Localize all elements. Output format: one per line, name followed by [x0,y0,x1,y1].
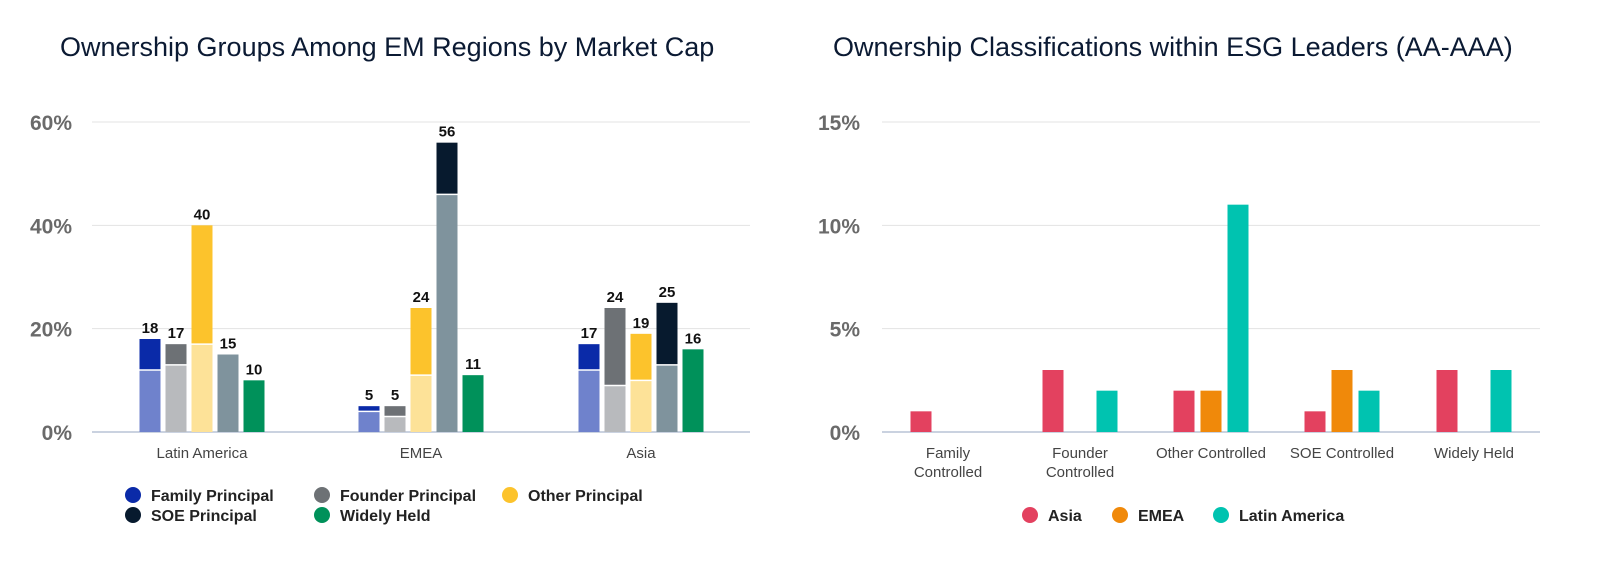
chart-2-legend-marker [1022,507,1038,523]
chart-2-legend-label: Latin America [1239,508,1344,525]
chart-2-bar [1096,390,1118,432]
chart-1-data-label: 25 [659,284,676,301]
chart-1-data-label: 17 [581,325,598,342]
chart-1-legend-marker [314,507,330,523]
chart-2-legend-marker [1213,507,1229,523]
chart-2-x-tick-label: SOE Controlled [1290,445,1394,462]
chart-2-x-tick-label: Widely Held [1434,445,1514,462]
chart-1-data-label: 5 [365,387,373,404]
chart-1-data-label: 15 [220,336,237,353]
chart-2-bar [1331,370,1353,432]
chart-1-data-label: 40 [194,206,211,223]
chart-2-bar [1436,370,1458,432]
chart-1-data-label: 19 [633,315,650,332]
chart-1-legend-marker [125,487,141,503]
chart-1-legend-marker [502,487,518,503]
chart-1-bar-lower [217,354,239,432]
chart-2-legend-marker [1112,507,1128,523]
chart-1-y-tick-label: 60% [30,112,72,135]
chart-1-legend-label: Other Principal [528,488,643,505]
chart-1-data-label: 24 [607,289,624,306]
chart-1-y-tick-label: 40% [30,215,72,238]
chart-1-bar-lower [410,375,432,432]
chart-1-bar-lower [604,385,626,432]
chart-2-legend-label: EMEA [1138,508,1185,525]
chart-1-bar-upper [191,225,213,345]
chart-1-y-tick-label: 0% [42,422,73,445]
chart-2-x-tick-label: Controlled [1046,464,1114,481]
chart-2-bar [1358,390,1380,432]
chart-2-y-tick-label: 15% [818,112,860,135]
chart-1-data-label: 18 [142,320,159,337]
chart-2-legend-label: Asia [1048,508,1082,525]
chart-1-data-label: 11 [465,356,481,373]
chart-1-x-tick-label: Latin America [157,445,249,462]
chart-1-bar-lower [656,364,678,432]
chart-1-bar-upper [410,308,432,376]
chart-1-bar-upper [165,344,187,365]
chart-2-bar [1173,390,1195,432]
chart-1-data-label: 5 [391,387,399,404]
chart-1-bar-upper [604,308,626,386]
chart-1-data-label: 16 [685,330,702,347]
chart-1-x-tick-label: Asia [626,445,656,462]
chart-1-title: Ownership Groups Among EM Regions by Mar… [60,32,715,62]
chart-1-legend-label: Widely Held [340,508,431,525]
chart-1-legend-marker [314,487,330,503]
chart-1-bar-lower [682,349,704,432]
chart-1-bar-lower [384,416,406,432]
chart-1-data-label: 17 [168,325,185,342]
chart-2-bar [1304,411,1326,432]
chart-1-bar-upper [630,333,652,381]
chart-1-x-tick-label: EMEA [400,445,443,462]
chart-1-bar-upper [384,406,406,417]
chart-1-legend-label: SOE Principal [151,508,257,525]
chart-1-bar-lower [139,370,161,432]
chart-1-bar-lower [630,380,652,432]
chart-1-bar-upper [139,339,161,370]
chart-1-bar-upper [358,406,380,412]
chart-2-x-tick-label: Family [926,445,971,462]
chart-1-data-label: 10 [246,361,263,378]
chart-1-y-tick-label: 20% [30,319,72,342]
chart-2-title: Ownership Classifications within ESG Lea… [833,32,1513,62]
chart-1-bar-lower [358,411,380,432]
chart-1-bar-upper [578,344,600,370]
chart-1-bar-lower [578,370,600,432]
chart-1-data-label: 24 [413,289,430,306]
chart-2-x-tick-label: Founder [1052,445,1108,462]
chart-2-x-tick-label: Controlled [914,464,982,481]
chart-1-bar-lower [243,380,265,432]
chart-2-x-tick-label: Other Controlled [1156,445,1266,462]
chart-1-bar-upper [656,302,678,365]
chart-1-legend-marker [125,507,141,523]
chart-1-legend-label: Founder Principal [340,488,476,505]
chart-1-bar-lower [436,194,458,432]
chart-2-y-tick-label: 0% [830,422,861,445]
chart-1-legend-label: Family Principal [151,488,274,505]
chart-1-data-label: 56 [439,124,456,141]
chart-1-bar-lower [191,344,213,432]
chart-2-y-tick-label: 10% [818,215,860,238]
chart-2-y-tick-label: 5% [830,319,861,342]
chart-2-bar [1490,370,1512,432]
chart-2-bar [910,411,932,432]
chart-1-bar-upper [436,142,458,195]
chart-2-bar [1227,204,1249,432]
chart-1-bar-lower [462,375,484,432]
chart-2-bar [1042,370,1064,432]
chart-2-bar [1200,390,1222,432]
chart-1-bar-lower [165,364,187,432]
